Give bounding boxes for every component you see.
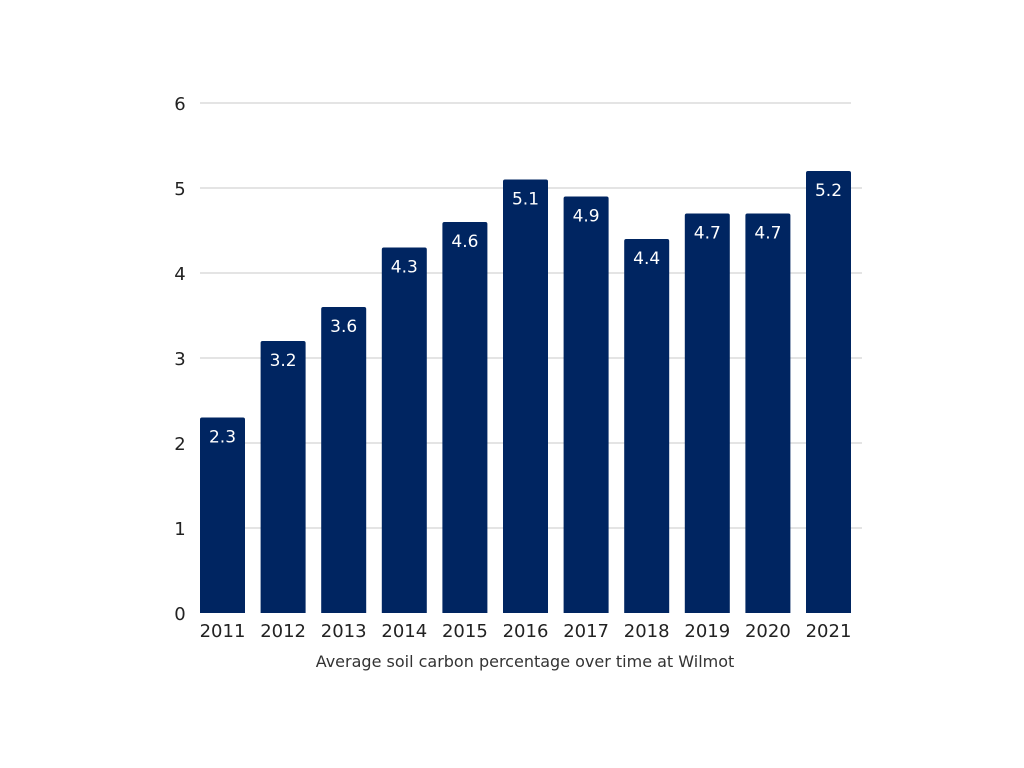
y-tick-label: 3 <box>174 349 185 370</box>
x-tick-label: 2013 <box>321 621 367 642</box>
x-tick-label: 2020 <box>745 621 791 642</box>
bars: 2.3 3.2 3.6 4.3 4.6 5.1 4.9 4.4 4.7 4.7 5.2 <box>200 171 851 613</box>
y-tick-label: 5 <box>174 179 185 200</box>
bar <box>321 307 367 613</box>
y-tick-label: 1 <box>174 519 185 540</box>
bar-value-label: 4.4 <box>633 249 660 269</box>
bar <box>563 196 609 613</box>
y-tick-label: 0 <box>174 604 185 625</box>
bar <box>503 179 548 613</box>
x-axis-ticks: 2011 2012 2013 2014 2015 2016 2017 2018 2019 2020… <box>200 621 852 642</box>
bar-value-label: 5.1 <box>512 190 539 210</box>
bar-value-label: 3.2 <box>270 351 297 371</box>
bar <box>806 171 851 613</box>
x-tick-label: 2019 <box>684 621 730 642</box>
bar <box>200 417 245 613</box>
bar-value-label: 4.3 <box>391 258 418 278</box>
bar <box>381 247 427 613</box>
x-axis-label: Average soil carbon percentage over time… <box>316 652 735 671</box>
bar <box>624 239 670 613</box>
bar <box>684 213 730 613</box>
bar-value-label: 5.2 <box>815 181 842 201</box>
bar-value-label: 3.6 <box>330 317 357 337</box>
x-tick-label: 2017 <box>563 621 609 642</box>
x-tick-label: 2011 <box>200 621 246 642</box>
bar-value-label: 2.3 <box>209 428 236 448</box>
y-tick-label: 4 <box>174 264 185 285</box>
bar <box>442 222 488 613</box>
x-tick-label: 2015 <box>442 621 488 642</box>
bar-value-label: 4.7 <box>694 224 721 244</box>
bar <box>260 341 306 613</box>
x-tick-label: 2021 <box>806 621 852 642</box>
x-tick-label: 2014 <box>381 621 427 642</box>
bar-value-label: 4.6 <box>451 232 478 252</box>
x-tick-label: 2018 <box>624 621 670 642</box>
bar <box>745 213 791 613</box>
y-tick-label: 2 <box>174 434 185 455</box>
bar-value-label: 4.7 <box>754 224 781 244</box>
x-tick-label: 2012 <box>260 621 306 642</box>
y-axis-ticks: 0 1 2 3 4 5 6 <box>174 94 185 625</box>
x-tick-label: 2016 <box>503 621 549 642</box>
y-tick-label: 6 <box>174 94 185 115</box>
bar-value-label: 4.9 <box>573 207 600 227</box>
